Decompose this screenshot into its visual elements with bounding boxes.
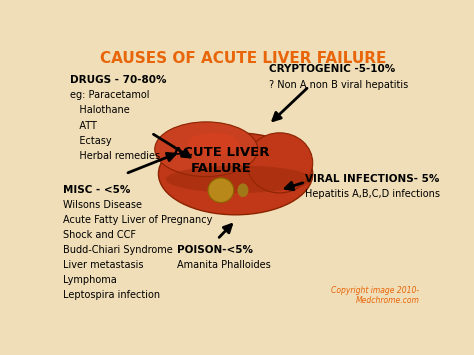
Text: Lymphoma: Lymphoma xyxy=(63,275,117,285)
Ellipse shape xyxy=(158,133,313,215)
Text: ATT: ATT xyxy=(70,120,97,131)
Text: Wilsons Disease: Wilsons Disease xyxy=(63,200,142,210)
Ellipse shape xyxy=(166,166,313,193)
Text: Acute Fatty Liver of Pregnancy: Acute Fatty Liver of Pregnancy xyxy=(63,215,212,225)
Ellipse shape xyxy=(208,178,234,202)
Text: MISC - <5%: MISC - <5% xyxy=(63,185,130,195)
Text: Leptospira infection: Leptospira infection xyxy=(63,290,160,300)
Ellipse shape xyxy=(188,133,239,155)
Text: Herbal remedies: Herbal remedies xyxy=(70,151,160,160)
Text: Halothane: Halothane xyxy=(70,105,130,115)
Text: Amanita Phalloides: Amanita Phalloides xyxy=(177,260,271,270)
Text: POISON-<5%: POISON-<5% xyxy=(177,245,253,255)
Text: Hepatitis A,B,C,D infections: Hepatitis A,B,C,D infections xyxy=(305,189,440,199)
Text: Shock and CCF: Shock and CCF xyxy=(63,230,136,240)
Text: Ectasy: Ectasy xyxy=(70,136,112,146)
Text: DRUGS - 70-80%: DRUGS - 70-80% xyxy=(70,75,167,86)
Text: CRYPTOGENIC -5-10%: CRYPTOGENIC -5-10% xyxy=(269,65,395,75)
Text: Liver metastasis: Liver metastasis xyxy=(63,260,144,270)
Text: Budd-Chiari Syndrome: Budd-Chiari Syndrome xyxy=(63,245,173,255)
Text: ? Non A non B viral hepatitis: ? Non A non B viral hepatitis xyxy=(269,80,408,89)
Text: CAUSES OF ACUTE LIVER FAILURE: CAUSES OF ACUTE LIVER FAILURE xyxy=(100,51,386,66)
Ellipse shape xyxy=(246,133,313,193)
Ellipse shape xyxy=(237,184,248,197)
Ellipse shape xyxy=(155,122,258,176)
Text: eg: Paracetamol: eg: Paracetamol xyxy=(70,91,150,100)
Text: VIRAL INFECTIONS- 5%: VIRAL INFECTIONS- 5% xyxy=(305,174,440,184)
Text: ACUTE LIVER
FAILURE: ACUTE LIVER FAILURE xyxy=(173,146,269,175)
Text: Copyright image 2010-
Medchrome.com: Copyright image 2010- Medchrome.com xyxy=(331,286,419,305)
